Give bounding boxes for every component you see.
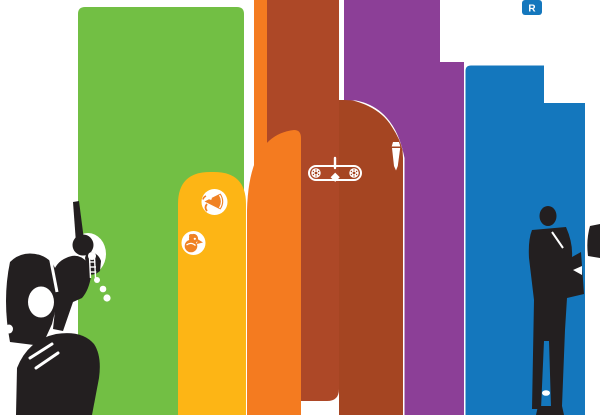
svg-text:R: R	[528, 4, 536, 15]
